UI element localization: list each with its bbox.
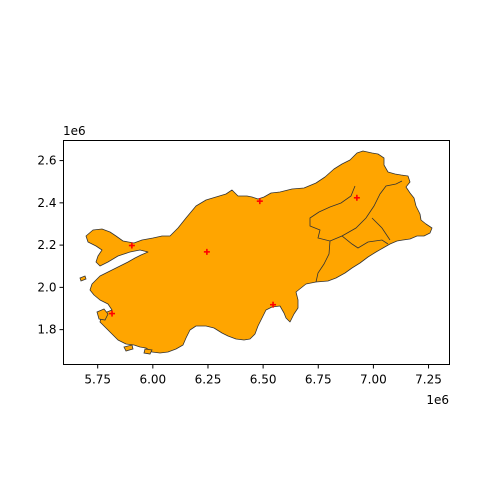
y-tick-label: 2.2 <box>37 238 56 252</box>
x-tick-label: 5.75 <box>84 373 111 387</box>
y-tick-label: 2.0 <box>37 280 56 294</box>
x-tick-label: 6.50 <box>250 373 277 387</box>
x-axis: 5.75 6.00 6.25 6.50 6.75 7.00 7.25 <box>84 364 442 387</box>
y-tick-label: 2.4 <box>37 196 56 210</box>
city-marker <box>109 310 116 317</box>
region-island <box>123 344 134 352</box>
map-regions <box>79 150 433 355</box>
city-marker <box>270 301 277 308</box>
x-tick-label: 6.00 <box>139 373 166 387</box>
x-axis-exponent: 1e6 <box>426 393 449 407</box>
region-boundary <box>341 180 403 237</box>
y-tick-label: 1.8 <box>37 323 56 337</box>
region-island <box>143 348 153 355</box>
y-tick-label: 2.6 <box>37 154 56 168</box>
region-island <box>79 275 87 282</box>
x-tick-label: 6.25 <box>195 373 222 387</box>
x-tick-label: 6.75 <box>305 373 332 387</box>
x-tick-label: 7.25 <box>415 373 442 387</box>
city-marker <box>203 248 210 255</box>
region-boundary <box>309 185 356 283</box>
region-main <box>85 150 433 354</box>
marker-layer <box>109 194 360 317</box>
city-marker <box>353 194 360 201</box>
x-tick-label: 7.00 <box>360 373 387 387</box>
region-boundary <box>371 217 391 241</box>
region-island <box>96 308 109 321</box>
y-axis-exponent: 1e6 <box>63 124 86 138</box>
y-axis: 1.8 2.0 2.2 2.4 2.6 <box>37 154 64 337</box>
city-marker <box>128 242 135 249</box>
city-marker <box>256 198 263 205</box>
axes-frame <box>63 140 450 365</box>
